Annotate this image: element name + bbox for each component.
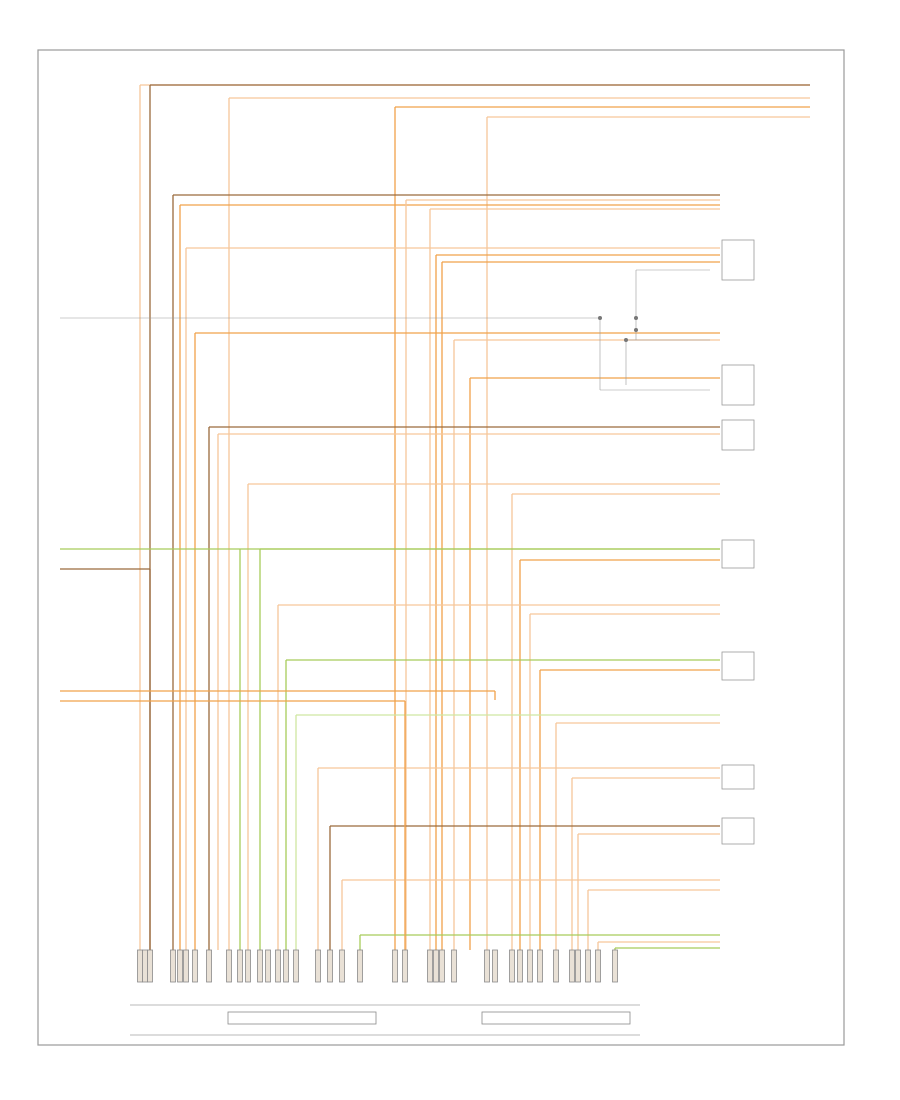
connector-pin: [537, 949, 543, 983]
component-box: [721, 764, 755, 790]
connector-pin: [517, 949, 523, 983]
connector-pin: [183, 949, 189, 983]
connector-pin: [612, 949, 618, 983]
connector-pin: [257, 949, 263, 983]
connector-pin: [439, 949, 445, 983]
connector-pin: [147, 949, 153, 983]
component-boxes: [721, 239, 755, 845]
splice-dot: [598, 316, 602, 320]
connector-pin: [427, 949, 433, 983]
connector-pin: [226, 949, 232, 983]
connector-pin: [170, 949, 176, 983]
connector-pin: [402, 949, 408, 983]
connector-pin: [206, 949, 212, 983]
connector-pin: [585, 949, 591, 983]
connector-pin: [275, 949, 281, 983]
connector-pin: [315, 949, 321, 983]
connector-pin: [595, 949, 601, 983]
component-box: [721, 539, 755, 569]
splice-dot: [624, 338, 628, 342]
splice-dot: [634, 316, 638, 320]
connector-block: [481, 1011, 631, 1025]
connector-pin: [339, 949, 345, 983]
component-box: [721, 651, 755, 681]
connector-pin: [569, 949, 575, 983]
splice-dot: [634, 328, 638, 332]
connector-pin: [392, 949, 398, 983]
connector-pin: [492, 949, 498, 983]
connector-pin: [575, 949, 581, 983]
diagram-frame: [37, 49, 845, 1046]
connector-block: [227, 1011, 377, 1025]
connector-pin: [142, 949, 148, 983]
connector-pin: [553, 949, 559, 983]
connector-pin: [245, 949, 251, 983]
connector-pin: [177, 949, 183, 983]
connector-pin: [484, 949, 490, 983]
connector-pin: [433, 949, 439, 983]
connector-pin: [451, 949, 457, 983]
component-box: [721, 419, 755, 451]
connector-pin: [357, 949, 363, 983]
connector-pin: [192, 949, 198, 983]
connector-pin: [527, 949, 533, 983]
connector-pin: [265, 949, 271, 983]
wire-harness: [60, 84, 810, 950]
component-box: [721, 364, 755, 406]
component-box: [721, 239, 755, 281]
connector-pin: [137, 949, 143, 983]
connector-pin: [283, 949, 289, 983]
connector-pin: [509, 949, 515, 983]
connector-pin: [327, 949, 333, 983]
component-box: [721, 817, 755, 845]
connector-pin: [293, 949, 299, 983]
connector-pin: [237, 949, 243, 983]
module-connectors: [130, 949, 640, 1036]
